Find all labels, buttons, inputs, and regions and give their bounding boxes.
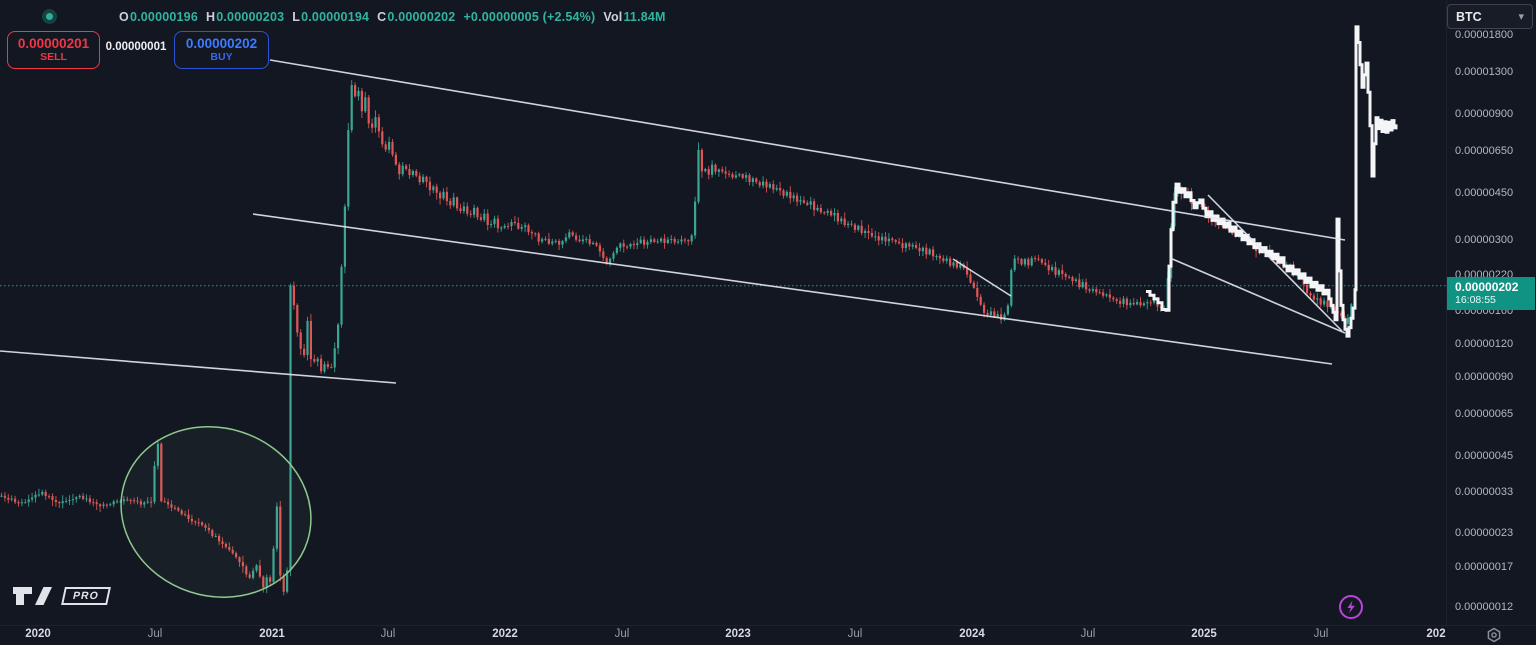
time-axis-label: 2024 xyxy=(959,628,985,640)
price-axis-label: 0.00000017 xyxy=(1455,561,1514,574)
sell-price: 0.00000201 xyxy=(17,36,90,51)
time-axis-divider xyxy=(0,625,1536,626)
symbol-marker-icon xyxy=(42,9,57,24)
price-axis-label: 0.00000090 xyxy=(1455,371,1514,384)
settings-gear-icon[interactable] xyxy=(1486,627,1502,645)
time-axis-label: 2025 xyxy=(1191,628,1217,640)
current-price-label: 0.00000202 16:08:55 xyxy=(1447,276,1535,310)
time-axis-label: Jul xyxy=(847,628,863,640)
ohlc-item: O 0.00000196 xyxy=(119,9,198,24)
pro-badge: PRO xyxy=(61,587,111,605)
time-axis-label: 2023 xyxy=(725,628,751,640)
time-axis[interactable]: 2020 Jul 2021 Jul 2022 Jul 2023 Jul 2024 Jul 2025 J… xyxy=(0,625,1536,645)
trendline-wedge-lower-2025[interactable] xyxy=(1169,257,1346,334)
overlay-step-line[interactable] xyxy=(1146,25,1398,338)
boost-flash-icon[interactable] xyxy=(1337,593,1365,626)
ohlc-item: +0.00000005 (+2.54%) xyxy=(463,9,596,24)
buy-price: 0.00000202 xyxy=(185,36,258,51)
trendline-wedge-upper-2025[interactable] xyxy=(1207,194,1343,332)
price-axis-divider xyxy=(1446,0,1447,625)
trendline-mini-downtrend-2023[interactable] xyxy=(952,258,1012,297)
price-axis[interactable]: 0.00001800 0.00001300 0.00000900 0.00000650… xyxy=(1447,0,1536,625)
chevron-down-icon: ▾ xyxy=(1518,11,1524,23)
currency-dropdown-value: BTC xyxy=(1456,9,1482,24)
price-axis-label: 0.00000023 xyxy=(1455,526,1514,539)
price-axis-label: 0.00000650 xyxy=(1455,145,1514,158)
time-axis-label: 2021 xyxy=(259,628,285,640)
price-axis-label: 0.00001800 xyxy=(1455,29,1514,41)
ohlc-header: O 0.00000196 H 0.00000203 L 0.00000194 C 0.0000… xyxy=(42,9,666,24)
trendline-channel-top[interactable] xyxy=(269,59,1346,241)
time-axis-label: Jul xyxy=(1313,628,1329,640)
current-price-value: 0.00000202 xyxy=(1455,280,1519,295)
price-axis-label: 0.00000900 xyxy=(1455,108,1514,121)
ellipse-drawing[interactable] xyxy=(99,402,334,621)
tradingview-mark-icon xyxy=(13,587,52,605)
price-axis-label: 0.00000120 xyxy=(1455,338,1514,351)
time-axis-label: Jul xyxy=(1080,628,1096,640)
trendline-drawings[interactable] xyxy=(0,59,1346,384)
trendline-left-support[interactable] xyxy=(0,350,397,384)
time-axis-label: 202 xyxy=(1426,628,1446,640)
time-axis-label: 2022 xyxy=(492,628,518,640)
price-axis-label: 0.00001300 xyxy=(1455,66,1514,79)
sell-label: SELL xyxy=(40,51,67,63)
ohlc-readout: O 0.00000196 H 0.00000203 L 0.00000194 C 0.0000… xyxy=(119,10,666,24)
price-axis-label: 0.00000033 xyxy=(1455,485,1514,498)
candlestick-series xyxy=(0,80,1356,596)
tradingview-logo[interactable]: PRO xyxy=(12,585,111,607)
price-axis-label: 0.00000045 xyxy=(1455,450,1514,463)
time-axis-label: Jul xyxy=(147,628,163,640)
time-axis-label: 2020 xyxy=(25,628,51,640)
current-price-time: 16:08:55 xyxy=(1455,294,1496,307)
ohlc-item: C 0.00000202 xyxy=(377,9,456,24)
price-axis-label: 0.00000450 xyxy=(1455,187,1514,200)
price-axis-label: 0.00000300 xyxy=(1455,233,1514,246)
spread-value: 0.00000001 xyxy=(105,41,167,53)
price-axis-label: 0.00000065 xyxy=(1455,408,1514,421)
time-axis-label: Jul xyxy=(380,628,396,640)
buy-label: BUY xyxy=(210,51,233,63)
sell-button[interactable]: 0.00000201 SELL xyxy=(7,31,100,69)
currency-dropdown[interactable]: BTC ▾ xyxy=(1447,4,1533,29)
price-axis-label: 0.00000012 xyxy=(1455,601,1514,614)
ohlc-item: Vol 11.84M xyxy=(603,9,666,24)
buy-button[interactable]: 0.00000202 BUY xyxy=(174,31,269,69)
ohlc-item: H 0.00000203 xyxy=(205,9,285,24)
time-axis-label: Jul xyxy=(614,628,630,640)
trendline-channel-mid[interactable] xyxy=(252,213,1333,365)
ohlc-item: L 0.00000194 xyxy=(292,9,370,24)
